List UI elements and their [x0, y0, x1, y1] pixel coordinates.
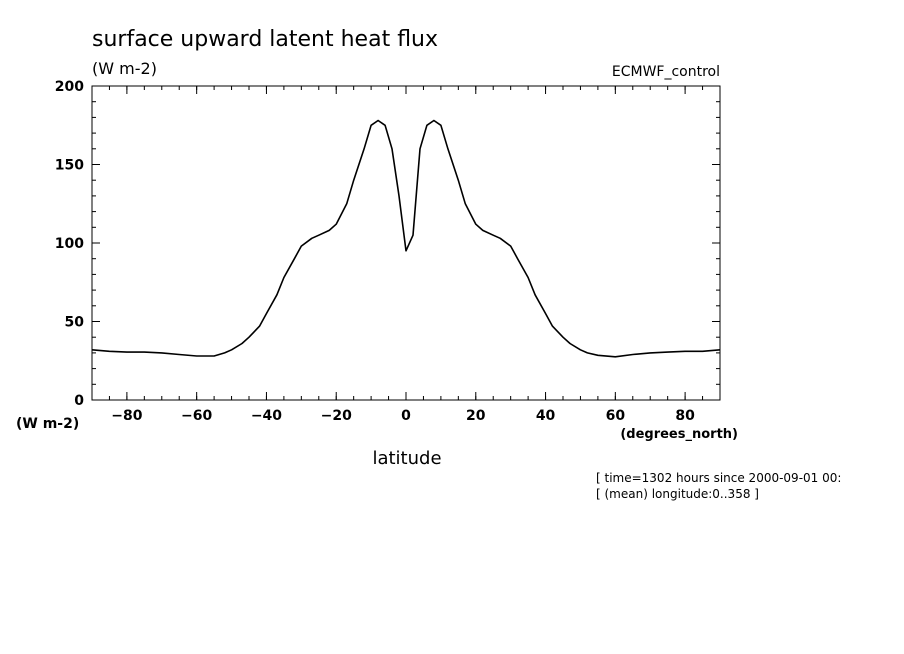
x-tick-label: 20	[466, 408, 486, 424]
y-tick-label: 0	[74, 393, 84, 409]
x-tick-label: 0	[401, 408, 411, 424]
x-tick-label: 60	[606, 408, 626, 424]
x-axis: −80 −60 −40 −20 0 20 40 60 80	[111, 86, 695, 424]
chart-units-top: (W m-2)	[92, 59, 157, 78]
x-tick-label: −80	[111, 408, 142, 424]
dataset-label: ECMWF_control	[612, 64, 720, 80]
y-tick-label: 100	[55, 236, 84, 252]
series-layer	[91, 119, 721, 358]
chart-title: surface upward latent heat flux	[92, 27, 438, 52]
x-tick-label: −40	[251, 408, 282, 424]
footer-longitude-note: [ (mean) longitude:0..358 ]	[596, 487, 759, 501]
x-tick-label: 80	[675, 408, 695, 424]
x-tick-label: −60	[181, 408, 212, 424]
x-axis-title: latitude	[372, 448, 441, 469]
y-tick-label: 150	[55, 158, 84, 174]
y-tick-label: 50	[65, 315, 85, 331]
x-tick-label: −20	[321, 408, 352, 424]
minor-ticks	[91, 85, 721, 401]
footer-time-note: [ time=1302 hours since 2000-09-01 00:	[596, 471, 841, 485]
series-line	[91, 119, 721, 358]
x-tick-label: 40	[536, 408, 556, 424]
y-tick-label: 200	[55, 79, 84, 95]
plot-frame	[91, 85, 721, 401]
y-axis: 0 50 100 150 200	[55, 79, 720, 409]
y-axis-units-label: (W m-2)	[16, 416, 79, 432]
x-axis-units-label: (degrees_north)	[620, 427, 738, 442]
